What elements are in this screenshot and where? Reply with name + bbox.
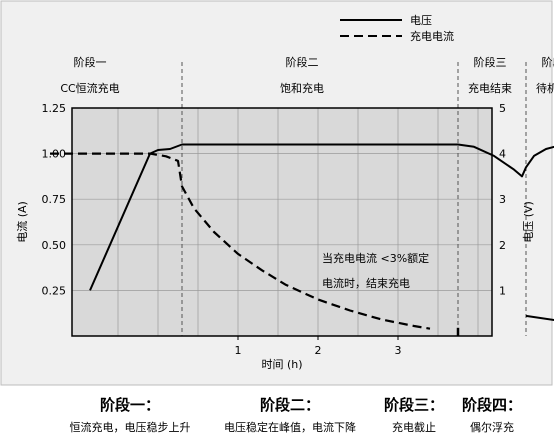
series-line-2 xyxy=(50,152,431,330)
annotation-line-1: 当充电电流 <3%额定 xyxy=(322,251,429,265)
stage-1-name: 阶段一 xyxy=(74,55,107,69)
footer-stage-4: 阶段四： 偶尔浮充 xyxy=(452,394,532,435)
y-right-tick-label: 3 xyxy=(499,193,506,206)
legend-label-2: 充电电流 xyxy=(410,29,454,43)
x-tick-label: 1 xyxy=(235,344,242,357)
y-right-axis-title: 电压 (V) xyxy=(522,201,535,243)
plot-frame xyxy=(71,107,493,337)
y-left-tick-label: 0.25 xyxy=(42,284,67,297)
y-right-tick-label: 5 xyxy=(499,102,506,115)
y-left-tick-label: 1.25 xyxy=(42,102,67,115)
y-left-axis-title: 电流 (A) xyxy=(15,201,29,243)
footer-stage-4-title: 阶段四： xyxy=(461,396,522,414)
footer-stage-3-title: 阶段三： xyxy=(383,396,444,414)
footer-stage-1-title: 阶段一： xyxy=(99,396,160,414)
y-left-tick-label: 0.50 xyxy=(42,239,67,252)
footer-stage-2: 阶段二： 电压稳定在峰值，电流下降 xyxy=(206,394,374,435)
x-axis-title: 时间 (h) xyxy=(261,358,302,371)
y-right-tick-label: 1 xyxy=(499,284,506,297)
x-tick-label: 3 xyxy=(395,344,402,357)
stage-1-subtitle: CC恒流充电 xyxy=(60,81,119,95)
footer-stage-3: 阶段三： 充电截止 xyxy=(378,394,450,435)
series-line-3 xyxy=(525,314,554,321)
stage-2-name: 阶段二 xyxy=(286,55,319,69)
annotation-line-2: 电流时，结束充电 xyxy=(322,276,410,290)
stage-4-subtitle: 待机模式 xyxy=(536,81,554,95)
stage-3-subtitle: 充电结束 xyxy=(468,81,512,95)
footer-stage-2-title: 阶段二： xyxy=(259,396,320,414)
x-tick-label: 2 xyxy=(315,344,322,357)
y-left-tick-label: 0.75 xyxy=(42,193,67,206)
footer-stage-2-desc: 电压稳定在峰值，电流下降 xyxy=(224,421,356,434)
stage-4-name: 阶段四 xyxy=(542,55,554,69)
plot-area xyxy=(72,108,492,336)
legend-label-1: 电压 xyxy=(410,14,432,27)
footer-stage-1-desc: 恒流充电，电压稳步上升 xyxy=(69,421,191,434)
y-left-tick-label: 1.00 xyxy=(42,148,67,161)
y-right-tick-label: 2 xyxy=(499,239,506,252)
stage-2-subtitle: 饱和充电 xyxy=(280,81,324,95)
footer-stage-4-desc: 偶尔浮充 xyxy=(470,421,514,434)
y-right-tick-label: 4 xyxy=(499,148,506,161)
footer-stage-3-desc: 充电截止 xyxy=(392,421,436,434)
series-line-1 xyxy=(89,143,554,291)
stage-3-name: 阶段三 xyxy=(474,55,507,69)
footer-stage-1: 阶段一： 恒流充电，电压稳步上升 xyxy=(60,394,200,435)
